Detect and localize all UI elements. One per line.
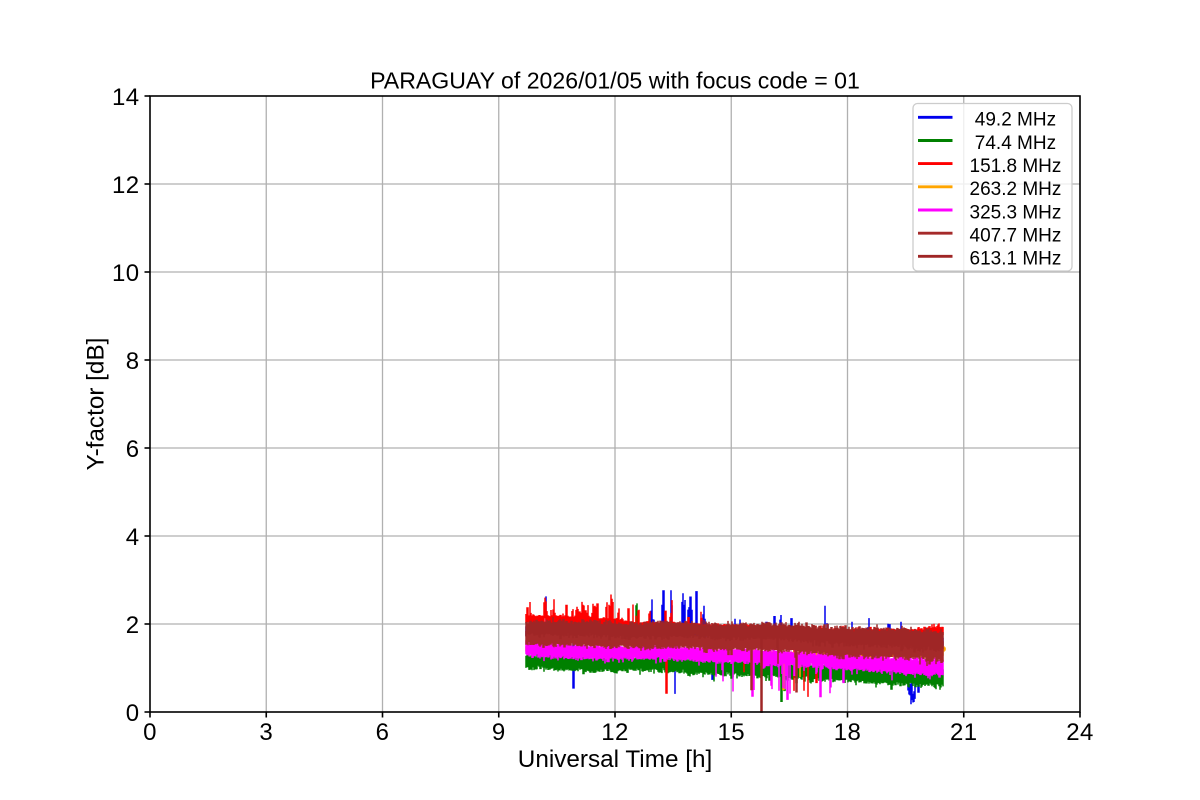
svg-text:49.2 MHz: 49.2 MHz bbox=[970, 110, 1057, 131]
svg-text:9: 9 bbox=[492, 719, 506, 746]
svg-text:0: 0 bbox=[143, 719, 157, 746]
svg-text:Universal Time [h]: Universal Time [h] bbox=[518, 746, 712, 773]
svg-text:6: 6 bbox=[376, 719, 390, 746]
svg-text:15: 15 bbox=[718, 719, 746, 746]
svg-text:613.1 MHz: 613.1 MHz bbox=[970, 249, 1062, 270]
svg-text:Y-factor [dB]: Y-factor [dB] bbox=[83, 338, 110, 471]
svg-text:0: 0 bbox=[126, 700, 140, 727]
svg-text:24: 24 bbox=[1066, 719, 1094, 746]
svg-text:74.4 MHz: 74.4 MHz bbox=[970, 133, 1057, 154]
svg-text:325.3 MHz: 325.3 MHz bbox=[970, 202, 1062, 223]
svg-text:8: 8 bbox=[126, 348, 140, 375]
svg-text:21: 21 bbox=[950, 719, 978, 746]
svg-text:10: 10 bbox=[112, 260, 140, 287]
svg-text:151.8 MHz: 151.8 MHz bbox=[970, 156, 1062, 177]
svg-text:407.7 MHz: 407.7 MHz bbox=[970, 226, 1062, 247]
svg-text:12: 12 bbox=[112, 172, 140, 199]
svg-text:4: 4 bbox=[126, 524, 140, 551]
svg-text:18: 18 bbox=[834, 719, 862, 746]
svg-text:6: 6 bbox=[126, 436, 140, 463]
svg-text:12: 12 bbox=[601, 719, 629, 746]
svg-text:2: 2 bbox=[126, 612, 140, 639]
svg-text:3: 3 bbox=[259, 719, 273, 746]
svg-text:263.2 MHz: 263.2 MHz bbox=[970, 179, 1062, 200]
svg-text:14: 14 bbox=[112, 84, 140, 111]
svg-text:PARAGUAY of 2026/01/05 with fo: PARAGUAY of 2026/01/05 with focus code =… bbox=[370, 68, 860, 94]
